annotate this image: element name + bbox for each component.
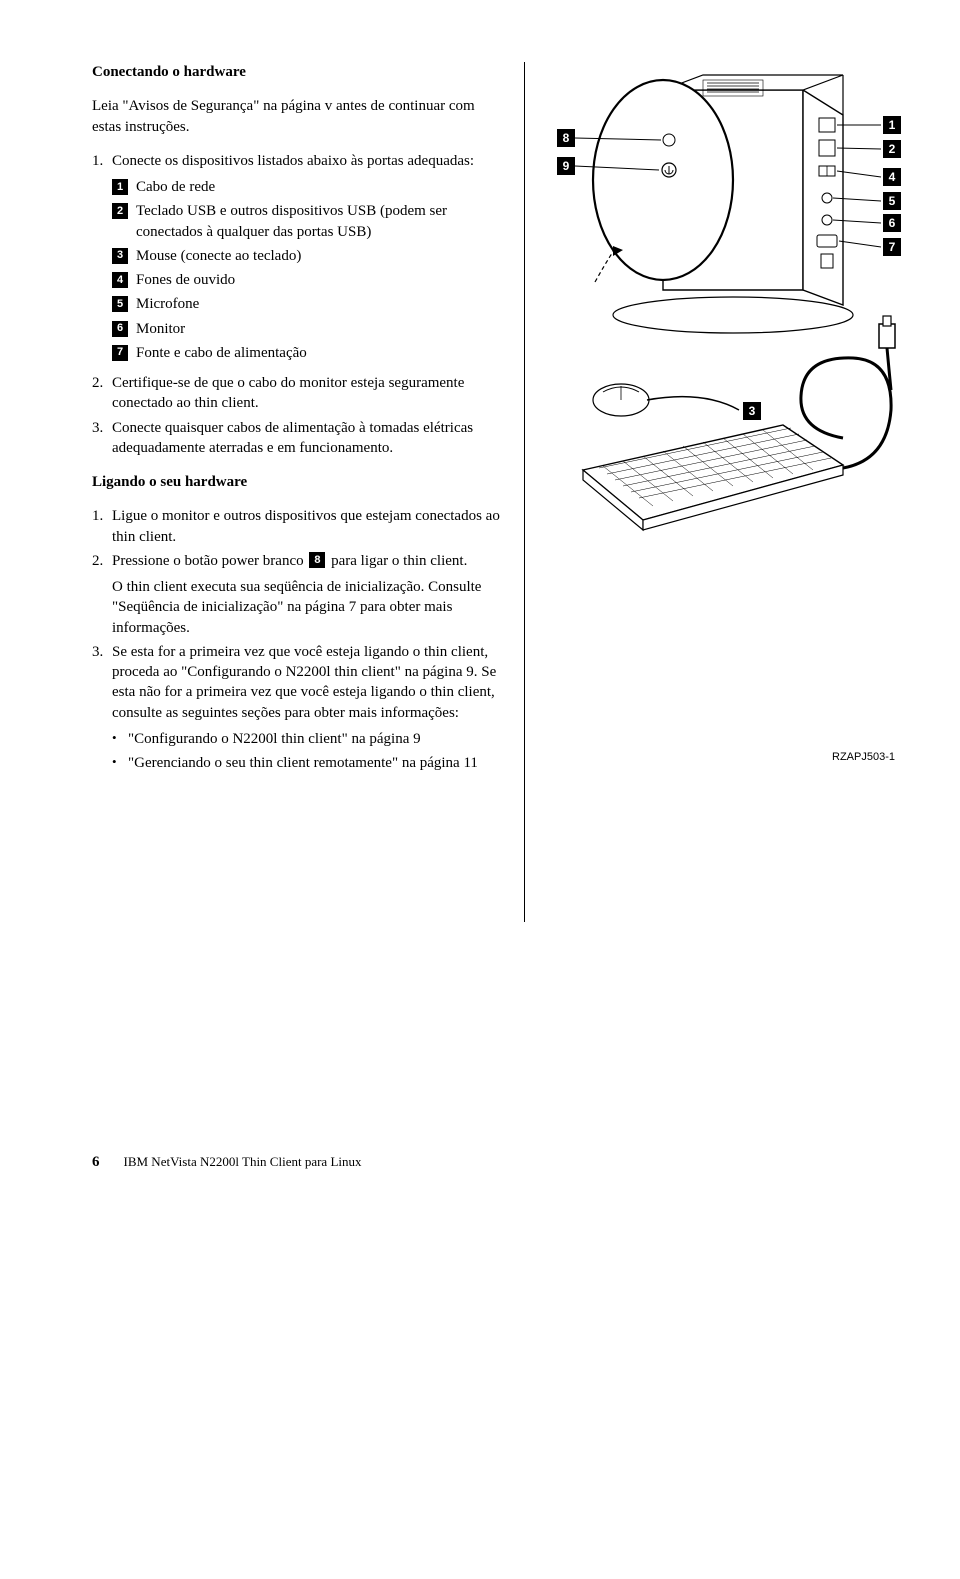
box-7-label: Fonte e cabo de alimentação	[136, 343, 307, 363]
step-text: Se esta for a primeira vez que você este…	[112, 644, 496, 721]
step-text: Conecte os dispositivos listados abaixo …	[112, 153, 474, 169]
section1-steps: 1. Conecte os dispositivos listados abai…	[92, 151, 500, 458]
callout-9: 9	[557, 157, 575, 175]
box-5-label: Microfone	[136, 294, 199, 314]
hardware-illustration: 8 9 1 2 4 5 6 7 3	[543, 70, 903, 550]
page-number: 6	[92, 1152, 100, 1172]
hardware-box-list: 1 Cabo de rede 2 Teclado USB e outros disp…	[112, 177, 500, 363]
callout-3: 3	[743, 402, 761, 420]
bullet-list: "Configurando o N2200l thin client" na p…	[112, 729, 500, 774]
step-number: 3.	[92, 418, 112, 459]
box-6-label: Monitor	[136, 319, 185, 339]
step-text: Conecte quaisquer cabos de alimentação à…	[112, 418, 500, 459]
callout-7: 7	[883, 238, 901, 256]
step-text: Ligue o monitor e outros dispositivos qu…	[112, 506, 500, 547]
box-5-icon: 5	[112, 296, 128, 312]
step-text-pre: Pressione o botão power branco	[112, 553, 307, 569]
step-text: Certifique-se de que o cabo do monitor e…	[112, 373, 500, 414]
box-1-icon: 1	[112, 179, 128, 195]
section2-steps: 1. Ligue o monitor e outros dispositivos…	[92, 506, 500, 777]
section2-title: Ligando o seu hardware	[92, 472, 500, 492]
step-number: 2.	[92, 373, 112, 414]
step-number: 1.	[92, 151, 112, 369]
callout-1: 1	[883, 116, 901, 134]
callout-2: 2	[883, 140, 901, 158]
step-para: O thin client executa sua seqüência de i…	[112, 577, 500, 638]
callout-6: 6	[883, 214, 901, 232]
bullet-item: "Gerenciando o seu thin client remotamen…	[128, 753, 478, 773]
box-3-icon: 3	[112, 248, 128, 264]
step-number: 3.	[92, 642, 112, 778]
box-8-inline-icon: 8	[309, 552, 325, 568]
box-4-icon: 4	[112, 272, 128, 288]
callout-4: 4	[883, 168, 901, 186]
figure-ref: RZAPJ503-1	[543, 750, 895, 765]
callout-5: 5	[883, 192, 901, 210]
step-text-post: para ligar o thin client.	[327, 553, 467, 569]
box-7-icon: 7	[112, 345, 128, 361]
box-1-label: Cabo de rede	[136, 177, 215, 197]
box-3-label: Mouse (conecte ao teclado)	[136, 246, 301, 266]
section1-intro: Leia "Avisos de Segurança" na página v a…	[92, 96, 500, 137]
bullet-item: "Configurando o N2200l thin client" na p…	[128, 729, 421, 749]
box-2-icon: 2	[112, 203, 128, 219]
section1-title: Conectando o hardware	[92, 62, 500, 82]
step-number: 2.	[92, 551, 112, 638]
box-4-label: Fones de ouvido	[136, 270, 235, 290]
box-6-icon: 6	[112, 321, 128, 337]
box-2-label: Teclado USB e outros dispositivos USB (p…	[136, 201, 500, 242]
step-number: 1.	[92, 506, 112, 547]
page-footer: 6 IBM NetVista N2200l Thin Client para L…	[92, 1152, 888, 1172]
callout-8: 8	[557, 129, 575, 147]
footer-text: IBM NetVista N2200l Thin Client para Lin…	[124, 1153, 362, 1171]
